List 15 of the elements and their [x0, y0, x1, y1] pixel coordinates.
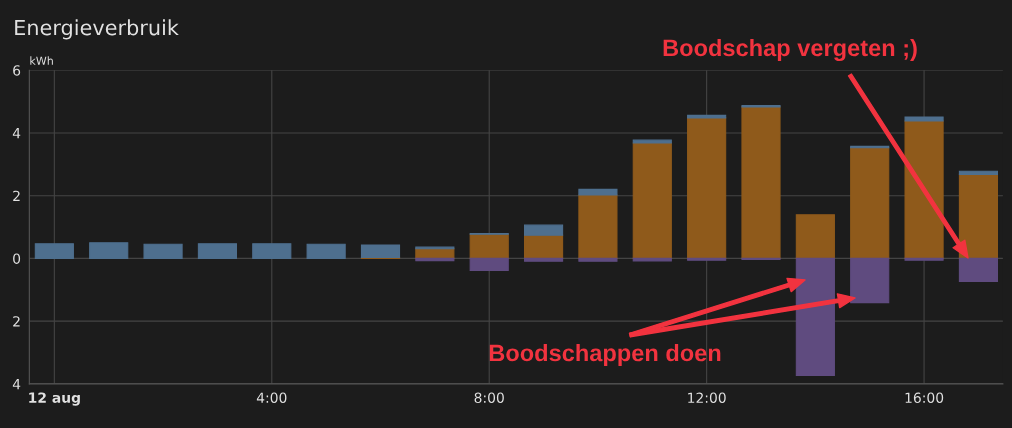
chart-title: Energieverbruik: [15, 19, 179, 40]
y-tick-label: 4: [12, 128, 21, 139]
x-tick-label: 16:00: [905, 392, 944, 403]
y-tick-label: 2: [13, 190, 20, 201]
y-tick-label: 0: [13, 253, 21, 264]
text: Boodschap vergeten ;): [663, 38, 917, 62]
y-tick-label: 4: [12, 379, 21, 390]
y-tick-label: 2: [13, 316, 20, 327]
x-tick-label: 12:00: [688, 392, 726, 403]
x-tick-label: 8:00: [474, 392, 504, 403]
y-axis-title: kWh: [30, 56, 53, 65]
y-tick-label: 6: [13, 65, 21, 76]
x-tick-label: 12 aug: [29, 392, 80, 406]
annotation: Boodschappen doen: [489, 343, 721, 366]
x-tick-label: 4:00: [256, 392, 287, 403]
